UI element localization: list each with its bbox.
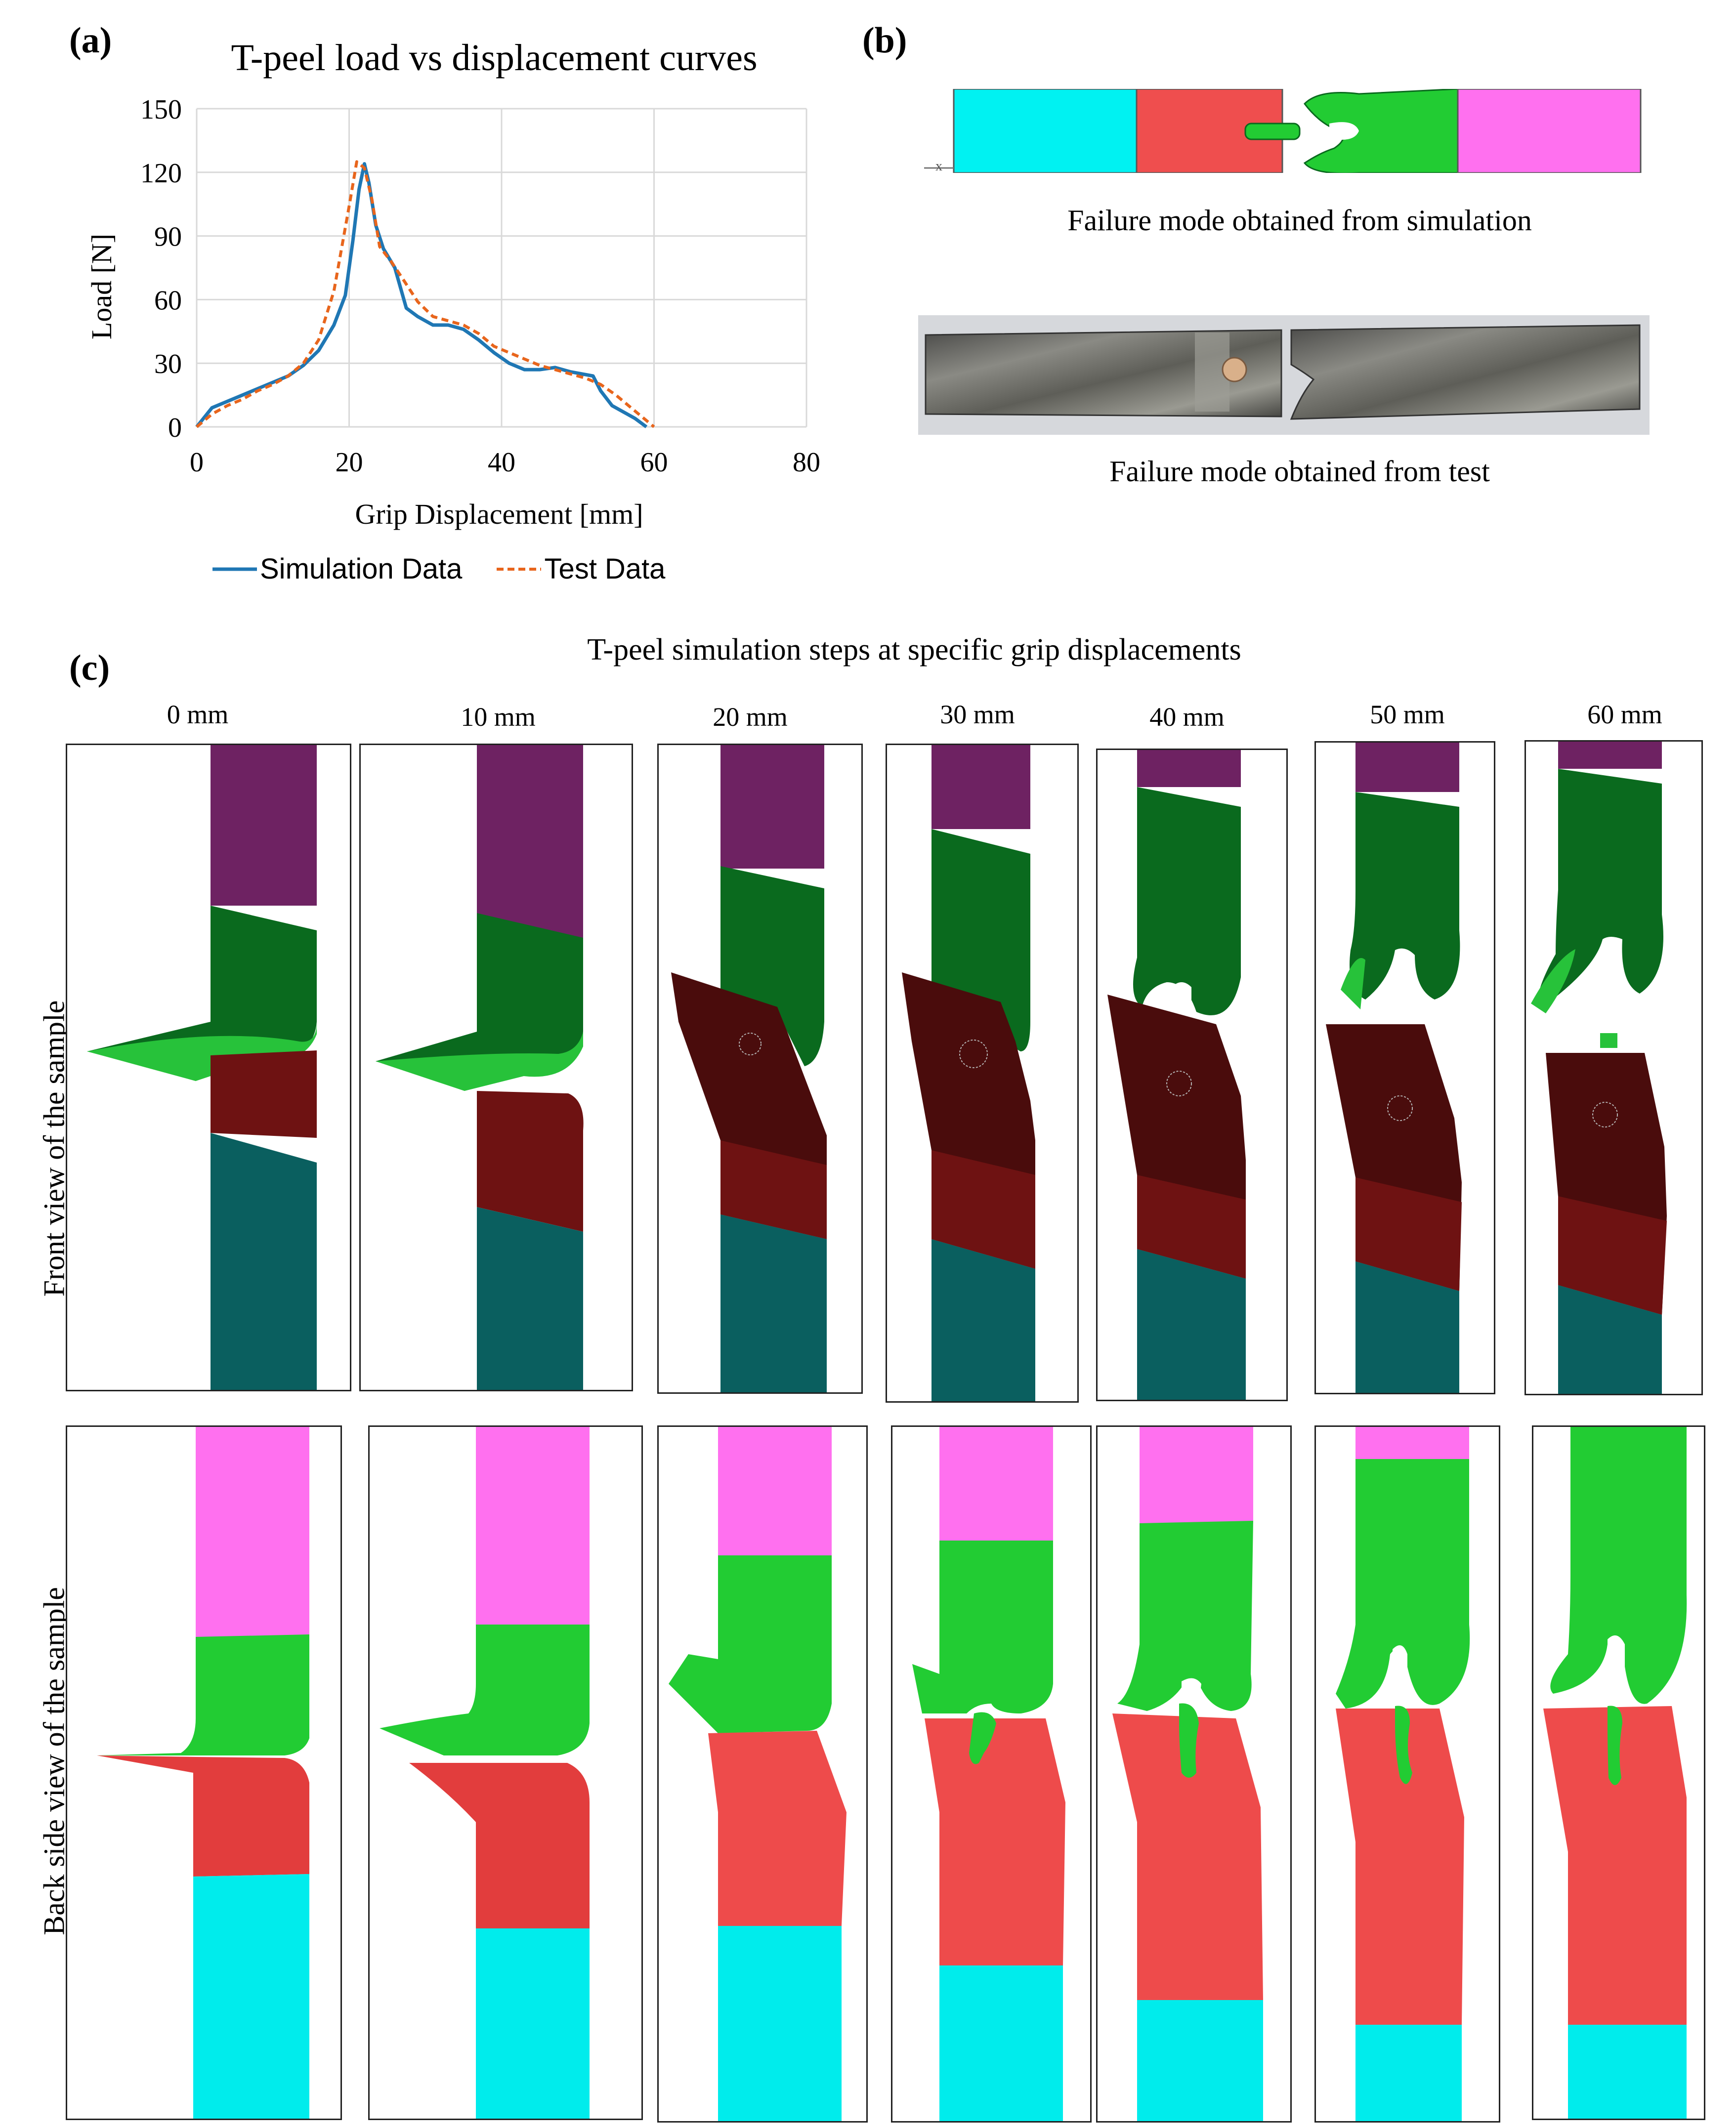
panel-c-letter: (c) xyxy=(69,648,110,688)
chart-x-axis-label: Grip Displacement [mm] xyxy=(355,498,643,530)
front-sample-0mm xyxy=(87,745,317,1390)
chart-axes xyxy=(196,109,806,428)
col-label-40: 40 mm xyxy=(1149,702,1225,732)
back-frame-60mm xyxy=(1532,1425,1705,2120)
back-sample-10mm xyxy=(380,1427,590,2119)
load-displacement-chart: T-peel load vs displacement curves 0 30 60… xyxy=(85,37,820,530)
test-failure-photo xyxy=(918,315,1650,435)
y-tick-90: 90 xyxy=(154,222,182,252)
back-sample-30mm xyxy=(912,1427,1065,2121)
chart-legend: Simulation Data Test Data xyxy=(212,552,665,585)
front-frame-30mm xyxy=(886,744,1079,1403)
front-sample-60mm xyxy=(1531,742,1667,1394)
front-frame-40mm xyxy=(1096,749,1288,1401)
y-tick-0: 0 xyxy=(168,413,182,443)
back-sample-40mm xyxy=(1112,1427,1263,2121)
back-sample-50mm xyxy=(1336,1427,1470,2121)
back-frame-0mm xyxy=(66,1425,342,2120)
back-frame-20mm xyxy=(657,1425,868,2123)
col-label-10: 10 mm xyxy=(461,702,536,732)
back-frame-10mm xyxy=(368,1425,643,2120)
panel-b-letter: (b) xyxy=(862,20,907,61)
front-sample-20mm xyxy=(671,745,827,1392)
back-sample-20mm xyxy=(669,1427,847,2121)
chart-tick-labels: 0 30 60 90 120 150 0 20 40 60 80 xyxy=(140,94,820,478)
back-frame-50mm xyxy=(1314,1425,1500,2123)
chart-series xyxy=(195,160,655,428)
y-tick-30: 30 xyxy=(154,349,182,379)
legend-test-label: Test Data xyxy=(544,553,666,585)
y-tick-120: 120 xyxy=(140,158,182,189)
simulation-caption: Failure mode obtained from simulation xyxy=(1067,204,1532,237)
x-tick-40: 40 xyxy=(488,447,515,478)
test-failure-graphic xyxy=(925,324,1641,420)
front-frame-10mm xyxy=(359,744,633,1391)
x-tick-60: 60 xyxy=(640,447,668,478)
back-frame-40mm xyxy=(1096,1425,1292,2123)
chart-y-axis-label: Load [N] xyxy=(85,234,118,339)
x-tick-0: 0 xyxy=(190,447,204,478)
col-label-50: 50 mm xyxy=(1370,700,1445,729)
test-data-line xyxy=(196,160,655,428)
front-sample-30mm xyxy=(902,745,1035,1401)
simulation-failure-strip: x xyxy=(924,88,1653,174)
panel-c-title: T-peel simulation steps at specific grip… xyxy=(587,633,1241,667)
legend-test-swatch xyxy=(497,567,542,571)
simulation-data-line xyxy=(195,162,648,428)
x-tick-80: 80 xyxy=(793,447,820,478)
panel-a-letter: (a) xyxy=(69,20,112,61)
front-sample-10mm xyxy=(376,745,584,1390)
svg-text:x: x xyxy=(935,159,942,173)
x-tick-20: 20 xyxy=(336,447,363,478)
back-frame-30mm xyxy=(891,1425,1092,2123)
front-frame-0mm xyxy=(66,744,351,1391)
y-tick-60: 60 xyxy=(154,285,182,316)
test-caption: Failure mode obtained from test xyxy=(1109,455,1490,488)
legend-sim-label: Simulation Data xyxy=(260,553,463,585)
col-label-60: 60 mm xyxy=(1587,700,1662,729)
y-tick-150: 150 xyxy=(140,94,182,125)
front-frame-20mm xyxy=(657,744,863,1394)
front-sample-50mm xyxy=(1326,743,1462,1393)
back-sample-60mm xyxy=(1543,1427,1687,2119)
chart-gridlines xyxy=(197,108,807,427)
front-sample-40mm xyxy=(1107,750,1246,1400)
col-label-20: 20 mm xyxy=(713,702,788,732)
chart-title: T-peel load vs displacement curves xyxy=(231,37,757,79)
legend-sim-swatch xyxy=(212,567,257,571)
front-frame-60mm xyxy=(1524,740,1703,1395)
simulation-failure-graphic: x xyxy=(924,88,1642,174)
front-frame-50mm xyxy=(1314,741,1495,1394)
back-sample-0mm xyxy=(97,1427,309,2119)
col-label-0: 0 mm xyxy=(167,700,229,729)
col-label-30: 30 mm xyxy=(940,700,1015,729)
